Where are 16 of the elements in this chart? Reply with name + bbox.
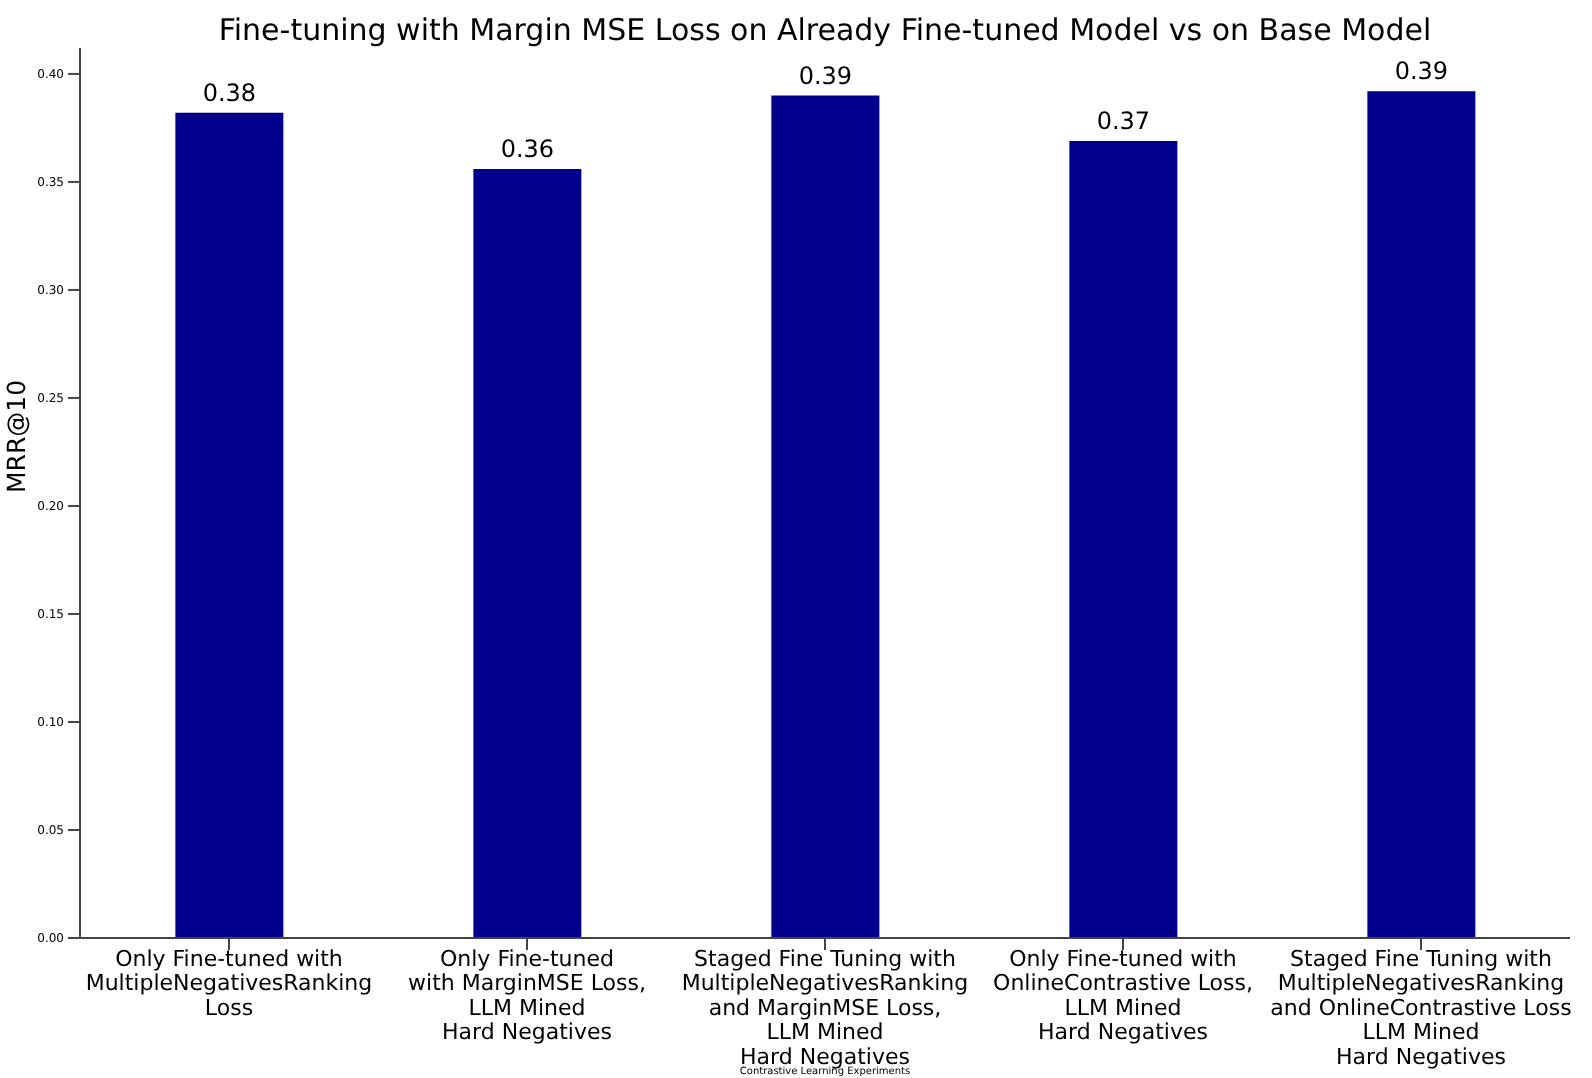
data-label: 0.38 bbox=[202, 78, 257, 107]
x-tick-label: Only Fine-tuned with MultipleNegativesRanking Loss bbox=[85, 946, 373, 1021]
data-label: 0.37 bbox=[1096, 106, 1151, 135]
x-tick-label: Only Fine-tuned with OnlineContrastive Loss, LLM Mined Hard Negatives bbox=[993, 946, 1253, 1046]
data-label: 0.39 bbox=[1394, 57, 1449, 86]
bar bbox=[1367, 91, 1476, 938]
bar bbox=[473, 168, 582, 938]
chart-title: Fine-tuning with Margin MSE Loss on Already Fine-tuned Model vs on Base Model bbox=[216, 12, 1434, 48]
bar bbox=[771, 95, 880, 938]
bar bbox=[1069, 140, 1178, 938]
data-label: 0.39 bbox=[798, 61, 853, 90]
bar bbox=[175, 112, 284, 938]
y-axis-title: MRR@10 bbox=[0, 379, 31, 493]
x-tick-label: Only Fine-tuned with MarginMSE Loss, LLM Mined Hard Negatives bbox=[408, 946, 646, 1046]
x-tick-label: Staged Fine Tuning with MultipleNegativesRanking and OnlineContrastive Loss LLM Mined Hard Negatives bbox=[1270, 946, 1573, 1070]
data-label: 0.36 bbox=[500, 134, 555, 163]
